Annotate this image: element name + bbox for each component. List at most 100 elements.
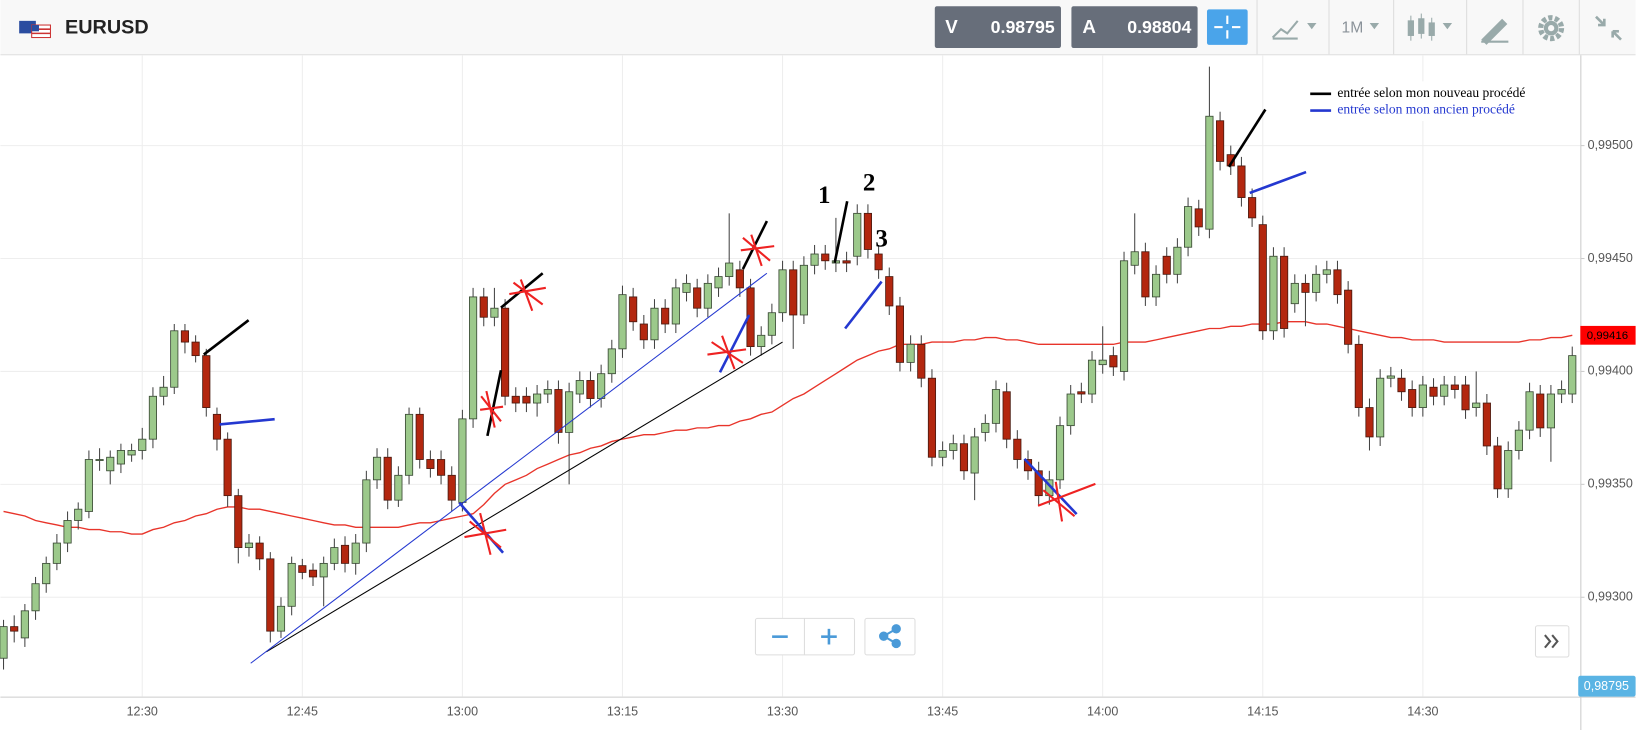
y-tick-label: 0,99500 [1588, 138, 1633, 152]
candle-body [340, 544, 350, 564]
trend-line [266, 341, 783, 653]
candle-body [191, 341, 200, 357]
legend-label: entrée selon mon ancien procédé [1337, 102, 1515, 117]
candle-body [714, 276, 723, 289]
candle-body [810, 253, 819, 266]
candle-body [949, 443, 958, 451]
candle-body [266, 558, 275, 632]
candle-body [1333, 269, 1342, 296]
candle-body [1354, 343, 1363, 408]
candle-body [1237, 165, 1246, 198]
candle-body [84, 459, 93, 512]
new-entry-lines [202, 108, 1267, 437]
y-tick-label: 0,99400 [1588, 364, 1633, 378]
candle-body [447, 474, 456, 501]
legend: entrée selon mon nouveau procédé entrée … [1301, 81, 1553, 121]
candle-body [1151, 273, 1161, 298]
candle-body [821, 253, 830, 262]
x-tick-label: 12:45 [287, 705, 318, 719]
candle-body [789, 269, 798, 316]
candle-body [1141, 251, 1150, 298]
last-price-label: 0,98795 [1584, 679, 1629, 693]
candle-body [1034, 470, 1043, 497]
bid-button[interactable] [934, 6, 1061, 48]
candle-body [1557, 389, 1566, 395]
candle-body [458, 418, 467, 503]
candle-body [20, 610, 29, 639]
candle-body [629, 296, 638, 323]
candle-body [1205, 115, 1214, 230]
candle-body [1184, 206, 1193, 248]
zoom-controls [754, 617, 1570, 658]
candle-body [1493, 445, 1502, 490]
candle-body [1472, 402, 1481, 408]
candle-body [1514, 429, 1523, 451]
collapse-button[interactable] [1595, 15, 1622, 41]
scroll-end-button[interactable] [1534, 625, 1570, 658]
candle-body [970, 436, 979, 474]
candle-body [1429, 386, 1438, 397]
candle-body [1312, 273, 1321, 293]
y-tick-label: 0,99450 [1588, 251, 1633, 265]
candle-body [1130, 251, 1139, 266]
draw-button[interactable] [1481, 18, 1509, 45]
price-tag-label: 0,99416 [1587, 330, 1628, 342]
header: EURUSD V 0.98795 A 0.98804 1M [0, 0, 1636, 56]
candle-body [1461, 384, 1470, 411]
candle-body [479, 296, 488, 318]
candle-body [180, 330, 190, 343]
candle-body [1269, 255, 1278, 332]
ask-button[interactable] [1071, 6, 1198, 48]
candle-body [767, 312, 776, 336]
scroll-end-icon [1544, 634, 1559, 649]
annotation-number: 1 [818, 182, 831, 209]
candle-body [276, 605, 286, 632]
share-button[interactable] [864, 617, 916, 656]
candle-body [959, 443, 969, 472]
legend-box [1301, 81, 1553, 121]
candle-body [1450, 384, 1459, 390]
y-tick-label: 0,99300 [1588, 590, 1633, 604]
candle-body [1397, 377, 1406, 393]
timeframe-button[interactable]: 1M [1342, 19, 1380, 36]
candle-body [853, 212, 862, 257]
candle-body [95, 459, 104, 461]
x-tick-label: 14:30 [1407, 705, 1438, 719]
candle-body [127, 450, 136, 456]
settings-button[interactable] [1538, 15, 1565, 42]
candle-body [1440, 384, 1449, 397]
candle-body [607, 348, 616, 375]
candle-body [885, 276, 894, 307]
candle-body [895, 305, 905, 363]
candle-body [703, 282, 712, 309]
candle-body [682, 282, 691, 293]
trend-line [250, 272, 768, 664]
candle-body [1087, 359, 1097, 395]
crosshair-button[interactable] [1206, 9, 1248, 45]
cross-marks [464, 234, 1096, 556]
candle-body [597, 373, 606, 399]
x-tick-label: 13:15 [607, 705, 638, 719]
x-tick-label: 12:30 [127, 705, 158, 719]
candle-body [693, 287, 702, 309]
candle-style-button[interactable] [1407, 13, 1453, 41]
candle-body [234, 495, 243, 548]
chart-type-button[interactable] [1271, 20, 1317, 40]
candle-body [1109, 355, 1118, 368]
bid-price: 0.98795 [991, 17, 1055, 37]
candle-body [0, 626, 8, 659]
zoom-in-button[interactable] [821, 628, 837, 645]
candle-body [436, 459, 446, 476]
candle-body [533, 393, 542, 404]
annotation-number: 3 [875, 226, 888, 253]
candle-body [255, 542, 264, 560]
candle-body [501, 307, 510, 397]
candle-body [991, 389, 1001, 424]
candle-body [511, 395, 520, 404]
candle-body [394, 474, 403, 501]
candle-body [906, 343, 915, 363]
candle-body [1173, 246, 1182, 275]
candle-body [319, 562, 328, 578]
candle-body [42, 562, 51, 585]
